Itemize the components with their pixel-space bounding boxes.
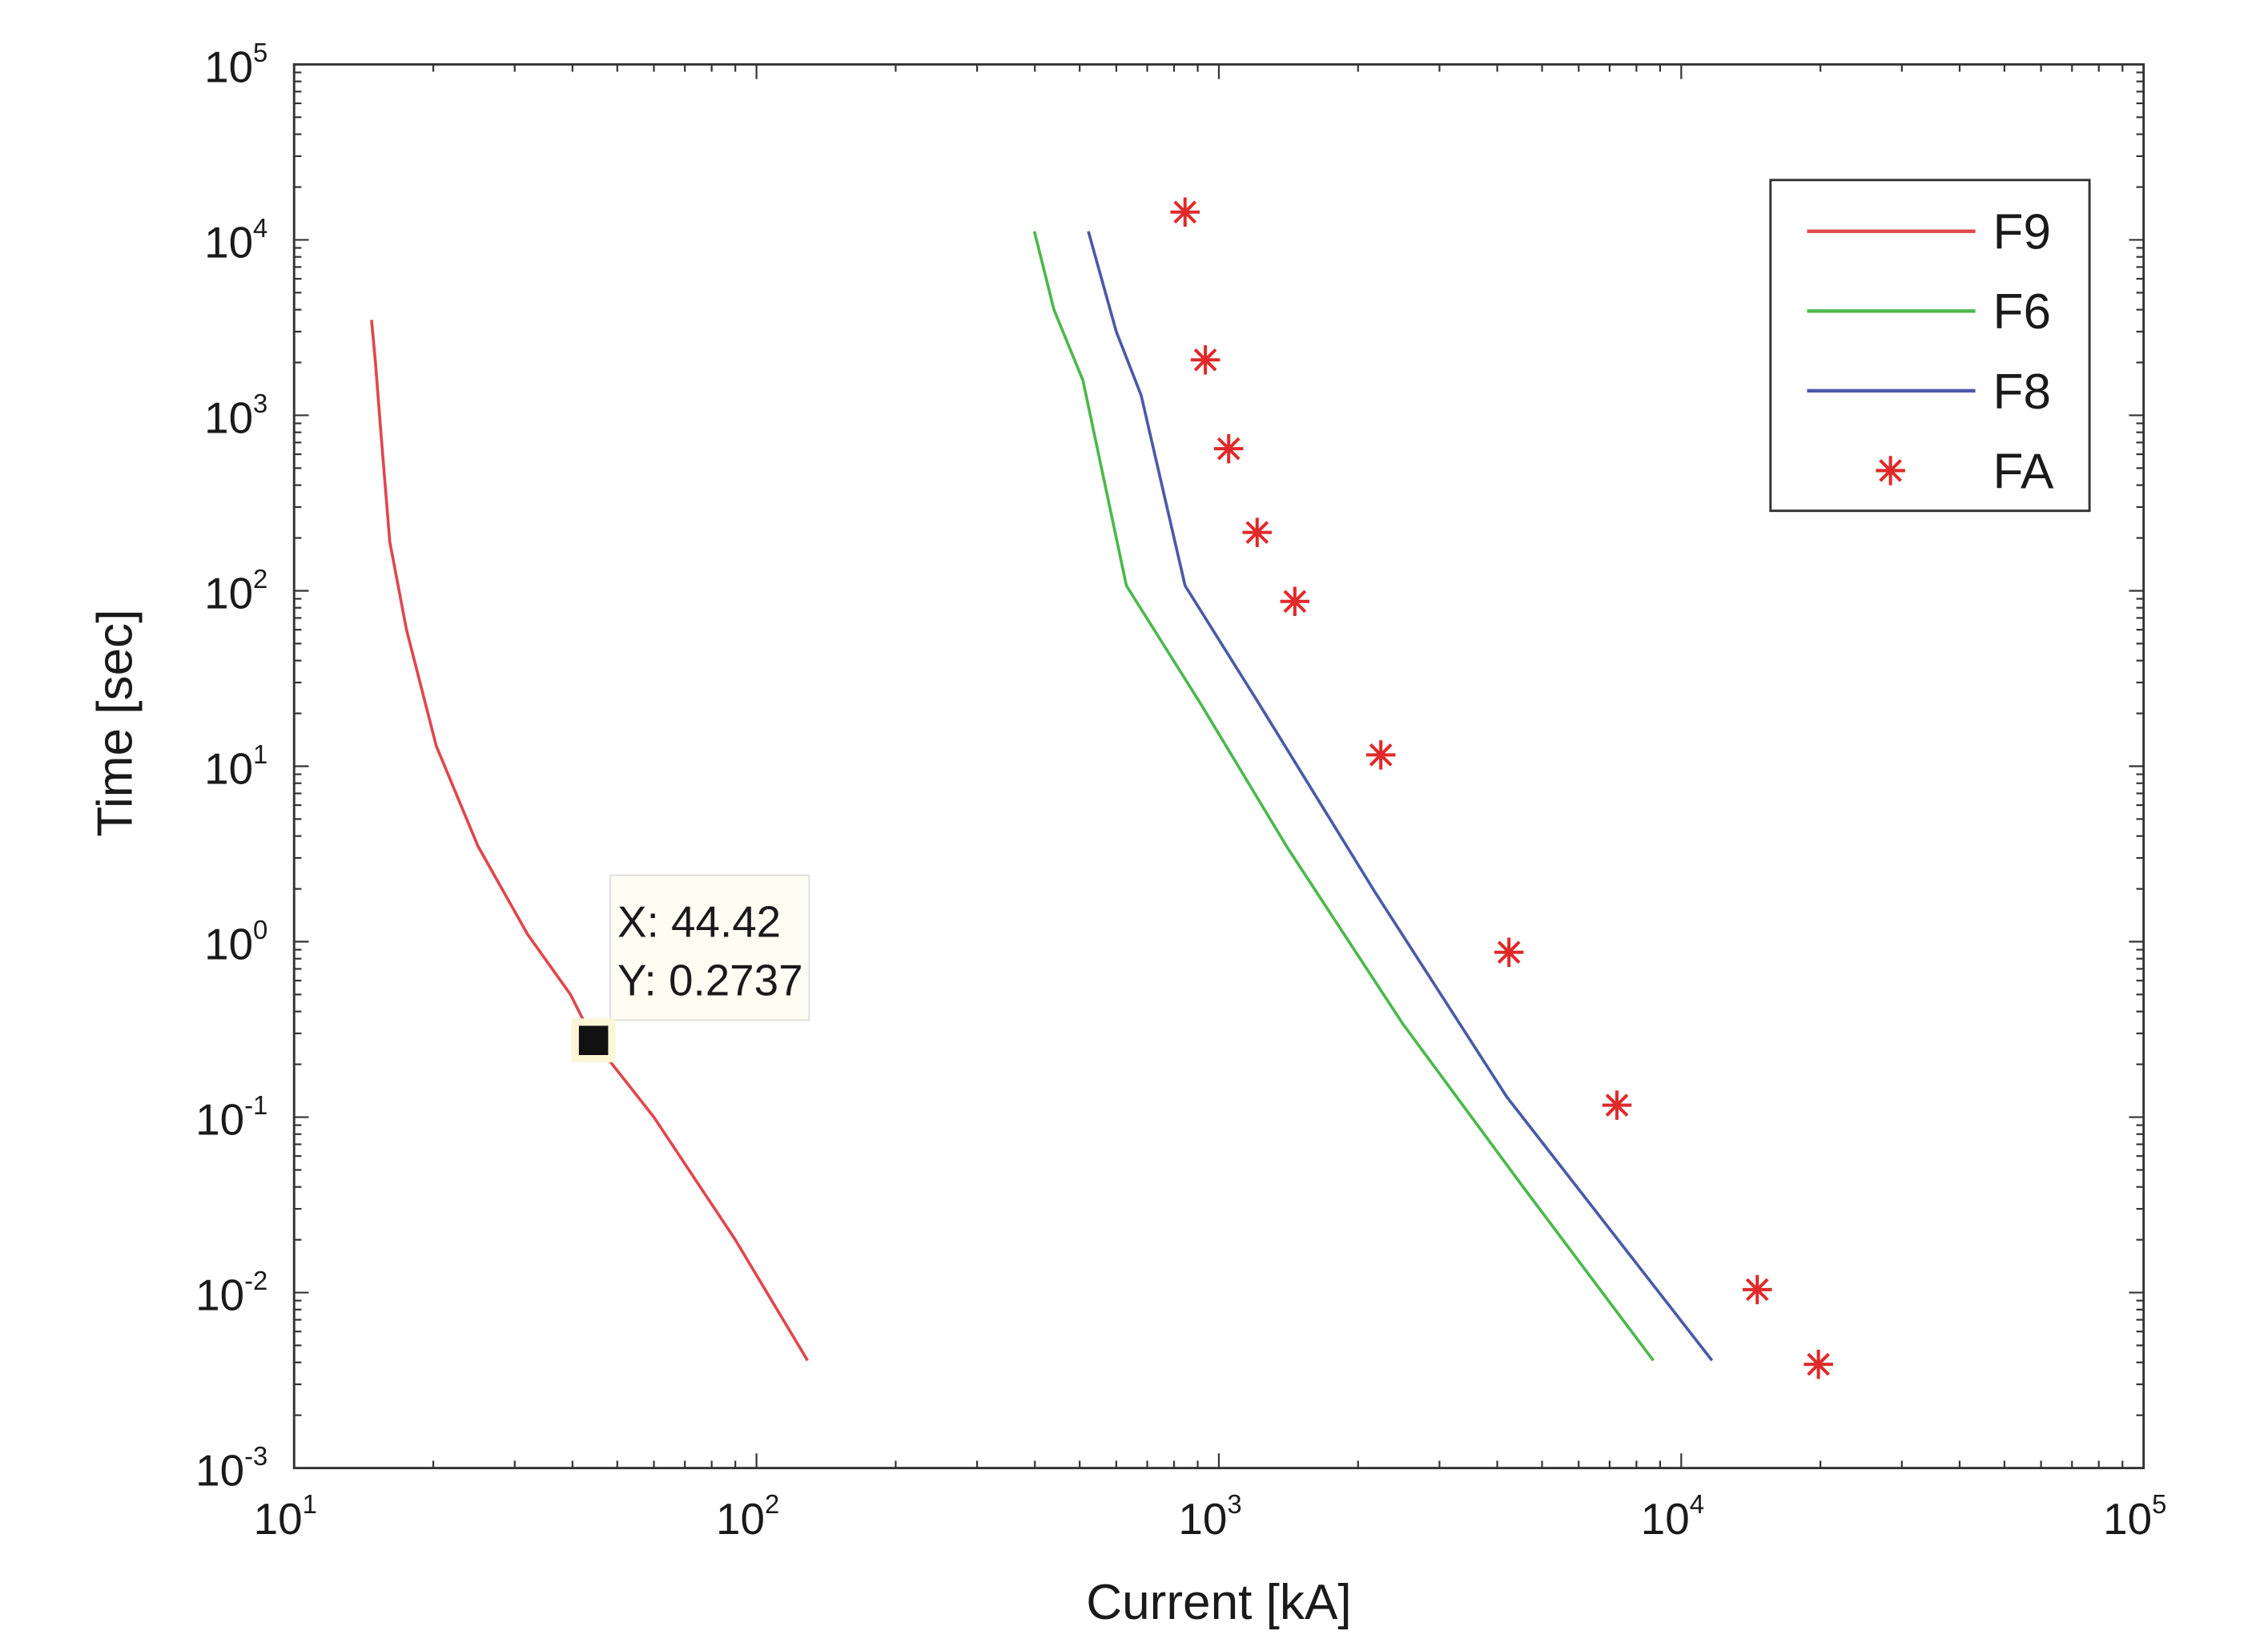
y-tick-label: 103	[204, 389, 267, 443]
x-tick-label: 101	[254, 1489, 317, 1544]
y-tick-label: 10-3	[195, 1441, 267, 1496]
legend: F9 F6 F8 FA	[1769, 179, 2091, 513]
legend-label-f6: F6	[1993, 284, 2051, 340]
x-tick-label: 102	[716, 1489, 779, 1544]
y-tick-labels: 10-3 10-2 10-1 100 101 102 103 104 105	[195, 38, 267, 1496]
data-point-fa	[1242, 517, 1273, 547]
series-layer	[370, 197, 1833, 1379]
y-tick-label: 100	[204, 915, 267, 969]
legend-label-fa: FA	[1993, 444, 2055, 499]
data-point-fa	[1804, 1349, 1833, 1379]
x-tick-label: 103	[1178, 1489, 1241, 1544]
axis-ticks	[293, 64, 2144, 1469]
series-line-f8	[1087, 231, 1714, 1362]
series-line-f9	[370, 320, 809, 1362]
data-point-fa	[1494, 937, 1524, 968]
plot-frame	[292, 62, 2145, 1470]
y-tick-label: 105	[204, 38, 267, 92]
x-tick-label: 105	[2103, 1489, 2166, 1544]
data-point-fa	[1742, 1274, 1772, 1305]
y-tick-label: 10-1	[195, 1090, 267, 1145]
data-point-fa	[1190, 344, 1220, 375]
series-line-f6	[1032, 231, 1655, 1362]
y-tick-label: 10-2	[195, 1266, 267, 1320]
data-point-fa	[1213, 433, 1244, 464]
legend-label-f9: F9	[1993, 205, 2051, 260]
series-markers-fa	[1170, 197, 1833, 1379]
data-point-fa	[1170, 197, 1200, 228]
datatip-y: Y: 0.2737	[617, 955, 803, 1005]
datatip-box	[609, 874, 810, 1021]
y-axis-label: Time [sec]	[87, 610, 143, 837]
datatip[interactable]: X: 44.42 Y: 0.2737	[571, 874, 810, 1063]
datatip-marker[interactable]	[578, 1025, 609, 1056]
x-tick-label: 104	[1641, 1489, 1704, 1544]
legend-label-f8: F8	[1993, 364, 2051, 420]
data-point-fa	[1280, 586, 1310, 616]
y-tick-label: 102	[204, 564, 267, 618]
legend-swatch-fa	[1876, 456, 1905, 485]
legend-box	[1769, 179, 2091, 513]
x-axis-label: Current [kA]	[1086, 1575, 1351, 1630]
x-tick-labels: 101 102 103 104 105	[254, 1489, 2167, 1544]
datatip-x: X: 44.42	[617, 896, 781, 946]
y-tick-label: 101	[204, 739, 267, 794]
data-point-fa	[1365, 740, 1396, 770]
data-point-fa	[1602, 1090, 1632, 1120]
y-tick-label: 104	[204, 213, 267, 268]
